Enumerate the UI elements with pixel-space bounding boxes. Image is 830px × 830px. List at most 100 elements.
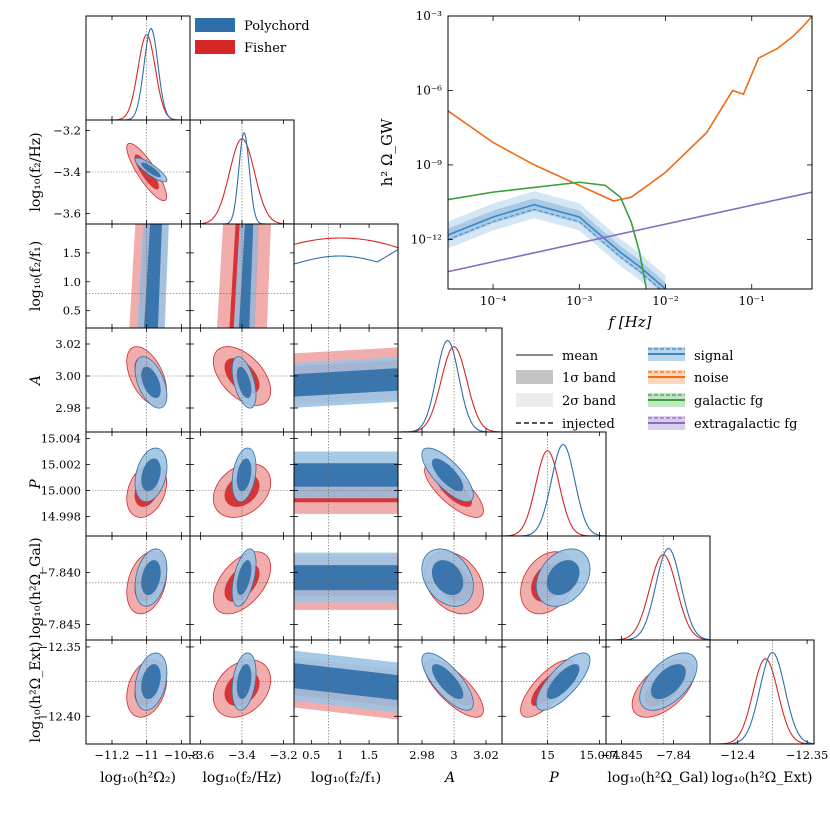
panel-3-1 [190,328,294,432]
legend-label-fisher: Fisher [244,41,287,56]
y-tick-label: 3.02 [55,337,81,351]
contour-polychord-1sigma [546,560,580,596]
band-polychord-1sigma [238,224,254,328]
contour-polychord-1sigma [236,366,252,399]
band-polychord-1sigma [294,463,398,487]
panel-5-5 [606,536,710,640]
contour-polychord-1sigma [431,458,464,492]
panel-5-2 [294,536,398,640]
marginal-fisher-5 [606,554,710,640]
marginal-polychord-0 [86,27,190,120]
contour-polychord-1sigma [141,664,161,700]
contour-polychord-1sigma [141,162,161,178]
contour-polychord-1sigma [141,458,161,492]
y-tick-label: 1.5 [63,246,81,260]
legend-label-1sigma: 1σ band [562,371,616,386]
x-tick-label: −11 [135,748,159,762]
legend-label-2sigma: 2σ band [562,394,616,409]
y-tick-label: −3.2 [53,123,81,137]
spectrum-y-tick-label: 10⁻⁶ [416,83,443,97]
legend-label-injected: injected [562,417,615,432]
x-tick-label: −11.2 [94,748,129,762]
x-axis-label: P [548,770,559,786]
y-tick-label: 15.002 [41,458,81,472]
legend-signal: signal [648,347,733,364]
legend-galactic: galactic fg [648,393,763,409]
x-tick-label: 15.004 [579,748,619,762]
legend-components: mean 1σ band 2σ band injected signal noi… [516,347,797,432]
x-tick-label: 1 [337,748,344,762]
y-tick-label: −7.845 [38,617,81,631]
corner-plot: −11.2 −11 −10.8 log₁₀(h²Ω₂) −3.6 −3.4 −3.2 log₁… [28,15,828,786]
y-axis-label: log₁₀(f₂/Hz) [28,132,44,211]
x-axis-label: A [443,770,455,786]
marginal-polychord-4 [502,443,606,536]
legend-label-mean: mean [562,349,599,364]
contour-polychord-1sigma [236,458,252,492]
panel-3-0 [86,328,190,432]
spectrum-injected-noise [448,16,812,202]
panel-1-0 [86,120,190,224]
marginal-polychord-3 [398,339,502,432]
marginal-fisher-0 [86,34,190,120]
band-polychord-1sigma [294,368,398,397]
contour-polychord-1sigma [141,560,161,596]
contour-polychord-1sigma [650,664,686,700]
band-polychord-1sigma [144,224,162,328]
legend-swatch-fisher [195,40,235,54]
y-tick-label: −12.35 [38,640,81,654]
panel-5-0 [86,536,190,640]
spectrum-x-label: f [Hz] [607,313,651,331]
panel-5-4 [502,536,606,640]
panel-frame [605,535,711,641]
panel-6-0 [86,640,190,744]
band-polychord-1sigma [294,565,398,591]
x-tick-label: −12.4 [720,748,755,762]
legend-label-polychord: Polychord [244,19,310,34]
spectrum-x-tick-label: 10⁻¹ [739,294,765,308]
spectrum-y-tick-label: 10⁻¹² [411,232,442,246]
spectrum-x-tick-label: 10⁻³ [566,294,593,308]
spectrum-injected-signal [448,208,661,289]
y-tick-label: 3.00 [55,369,81,383]
y-axis-label: log₁₀(h²Ω_Gal) [28,537,44,638]
y-tick-label: −3.4 [53,165,81,179]
y-tick-label: 0.5 [63,304,81,318]
legend-label-signal: signal [694,349,733,364]
x-tick-label: −10.8 [164,748,199,762]
y-tick-label: −3.6 [53,207,81,221]
marginal-polychord-1 [190,132,294,224]
marginal-fisher-4 [502,450,606,536]
legend-swatch-polychord [195,18,235,32]
spectrum-x-tick-label: 10⁻² [652,294,679,308]
contour-polychord-1sigma [236,560,252,596]
y-tick-label: 1.0 [63,275,81,289]
x-tick-label: 3 [450,748,457,762]
panel-4-0 [86,432,190,536]
panel-1-1 [190,120,294,224]
spectrum-frame [447,15,813,290]
y-axis-label: A [28,375,44,387]
spectrum-y-label: h² Ω_GW [378,118,396,186]
x-axis-label: log₁₀(f₂/Hz) [202,770,281,786]
legend-label-galactic: galactic fg [694,394,763,409]
panel-6-2 [294,640,398,744]
panel-5-3 [398,536,502,640]
legend-label-noise: noise [694,371,729,386]
y-tick-label: −7.840 [38,565,81,579]
panel-6-4 [502,640,606,744]
spectrum-curves [448,16,812,289]
spectrum-injected-galactic-fg [448,181,647,289]
y-tick-label: −12.40 [38,709,81,723]
panel-2-1 [190,224,294,328]
panel-4-3 [398,432,502,536]
marginal-polychord-2 [294,249,398,265]
panel-2-0 [86,224,190,328]
y-tick-label: 15.000 [41,484,81,498]
x-axis-label: log₁₀(h²Ω_Ext) [712,770,813,786]
x-tick-label: −7.84 [656,748,691,762]
legend-2sigma-swatch [516,393,553,407]
y-tick-label: 14.998 [41,510,81,524]
panel-6-5 [606,640,710,744]
